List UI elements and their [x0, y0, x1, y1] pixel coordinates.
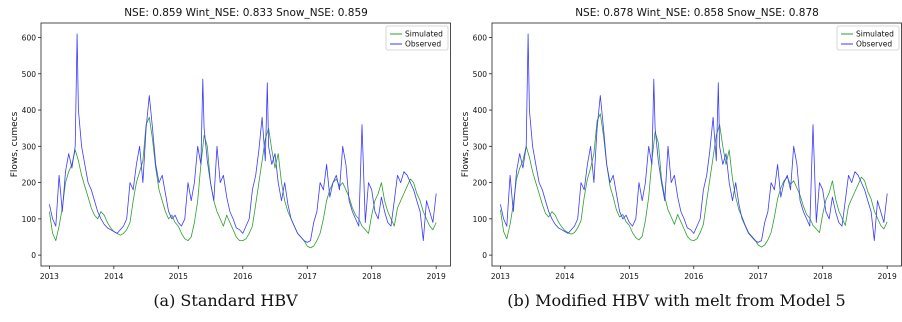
y-tick-label: 600: [473, 34, 488, 43]
series-line-observed: [49, 33, 437, 243]
legend-label-observed: Observed: [856, 40, 892, 49]
x-tick-label: 2015: [169, 272, 188, 281]
chart-title: NSE: 0.859 Wint_NSE: 0.833 Snow_NSE: 0.8…: [124, 7, 368, 19]
series-line-observed: [500, 33, 888, 243]
y-tick-label: 200: [22, 179, 37, 188]
y-tick-label: 100: [473, 215, 488, 224]
x-tick-label: 2014: [555, 272, 574, 281]
y-tick-label: 200: [473, 179, 488, 188]
caption-a: (a) Standard HBV: [153, 291, 298, 310]
x-tick-label: 2015: [620, 272, 639, 281]
y-tick-label: 100: [22, 215, 37, 224]
y-tick-label: 300: [473, 142, 488, 151]
chart-panel-a: NSE: 0.859 Wint_NSE: 0.833 Snow_NSE: 0.8…: [10, 7, 451, 310]
x-tick-label: 2019: [427, 272, 446, 281]
y-tick-label: 0: [482, 251, 487, 260]
y-tick-label: 400: [22, 106, 37, 115]
x-tick-label: 2014: [104, 272, 123, 281]
x-tick-label: 2016: [233, 272, 252, 281]
x-tick-label: 2017: [749, 272, 768, 281]
x-tick-label: 2013: [491, 272, 510, 281]
y-tick-label: 500: [22, 70, 37, 79]
x-tick-label: 2017: [298, 272, 317, 281]
legend-label-simulated: Simulated: [856, 30, 894, 39]
y-axis-label: Flows, cumecs: [10, 111, 20, 177]
plot-frame: [40, 22, 451, 267]
y-tick-label: 400: [473, 106, 488, 115]
y-tick-label: 300: [22, 142, 37, 151]
legend-label-observed: Observed: [405, 40, 441, 49]
y-tick-label: 0: [31, 251, 36, 260]
y-axis-label: Flows, cumecs: [461, 111, 471, 177]
caption-b: (b) Modified HBV with melt from Model 5: [507, 291, 846, 310]
chart-b: NSE: 0.878 Wint_NSE: 0.858 Snow_NSE: 0.8…: [461, 7, 902, 281]
x-tick-label: 2016: [684, 272, 703, 281]
chart-a: NSE: 0.859 Wint_NSE: 0.833 Snow_NSE: 0.8…: [10, 7, 451, 281]
y-tick-label: 600: [22, 34, 37, 43]
y-tick-label: 500: [473, 70, 488, 79]
x-tick-label: 2018: [362, 272, 381, 281]
plot-frame: [491, 22, 902, 267]
chart-title: NSE: 0.878 Wint_NSE: 0.858 Snow_NSE: 0.8…: [575, 7, 819, 19]
x-tick-label: 2019: [878, 272, 897, 281]
legend-label-simulated: Simulated: [405, 30, 443, 39]
x-tick-label: 2018: [813, 272, 832, 281]
series-line-simulated: [500, 113, 888, 248]
x-tick-label: 2013: [40, 272, 59, 281]
chart-panel-b: NSE: 0.878 Wint_NSE: 0.858 Snow_NSE: 0.8…: [451, 0, 902, 322]
